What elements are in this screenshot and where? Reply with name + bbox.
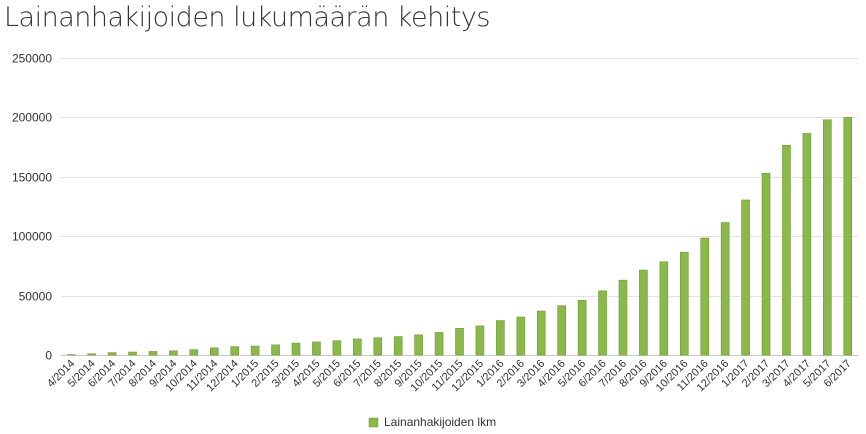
x-axis: 4/20145/20146/20147/20148/20149/201410/2… <box>45 358 854 395</box>
bar[interactable] <box>536 310 546 356</box>
bar[interactable] <box>230 346 240 356</box>
legend-label[interactable]: Lainanhakijoiden lkm <box>384 415 496 429</box>
bar[interactable] <box>475 325 485 356</box>
bar[interactable] <box>598 290 607 356</box>
bar[interactable] <box>209 347 219 356</box>
bar[interactable] <box>87 353 96 356</box>
bar[interactable] <box>618 279 628 356</box>
bar[interactable] <box>496 320 505 356</box>
bar[interactable] <box>802 133 812 356</box>
bar[interactable] <box>393 336 403 356</box>
bar[interactable] <box>843 117 853 356</box>
bar[interactable] <box>434 332 444 356</box>
bar[interactable] <box>312 341 321 356</box>
bars <box>66 117 853 356</box>
bar[interactable] <box>271 344 280 356</box>
bar[interactable] <box>823 119 832 356</box>
bar[interactable] <box>148 351 158 356</box>
bar[interactable] <box>107 352 117 356</box>
legend-swatch[interactable] <box>368 417 379 428</box>
bar[interactable] <box>741 199 750 356</box>
y-tick-label: 250000 <box>12 52 52 66</box>
y-axis: 0 50000 100000 150000 200000 250000 <box>12 52 52 363</box>
bar[interactable] <box>189 349 199 356</box>
bar[interactable] <box>332 340 342 356</box>
bar[interactable] <box>373 337 383 356</box>
y-tick-label: 100000 <box>12 230 52 244</box>
y-tick-label: 200000 <box>12 111 52 125</box>
bar[interactable] <box>291 342 301 356</box>
chart-title: Lainanhakijoiden lukumäärän kehitys <box>4 2 490 33</box>
bar[interactable] <box>700 237 710 356</box>
bar[interactable] <box>720 222 730 356</box>
bar[interactable] <box>577 300 587 356</box>
bar[interactable] <box>455 327 464 356</box>
y-tick-label: 0 <box>45 349 52 363</box>
bar[interactable] <box>639 269 648 356</box>
bar[interactable] <box>414 334 423 356</box>
legend: Lainanhakijoiden lkm <box>368 415 496 429</box>
bar[interactable] <box>761 172 771 356</box>
y-tick-label: 150000 <box>12 171 52 185</box>
bar[interactable] <box>353 338 362 356</box>
y-tick-label: 50000 <box>19 290 53 304</box>
bar[interactable] <box>128 351 137 356</box>
bar[interactable] <box>679 251 689 356</box>
bar[interactable] <box>782 145 791 356</box>
bar[interactable] <box>557 305 566 356</box>
bar[interactable] <box>516 316 526 356</box>
bar[interactable] <box>250 345 260 356</box>
gridlines <box>61 58 858 356</box>
bar[interactable] <box>659 261 669 356</box>
bar[interactable] <box>169 350 178 356</box>
